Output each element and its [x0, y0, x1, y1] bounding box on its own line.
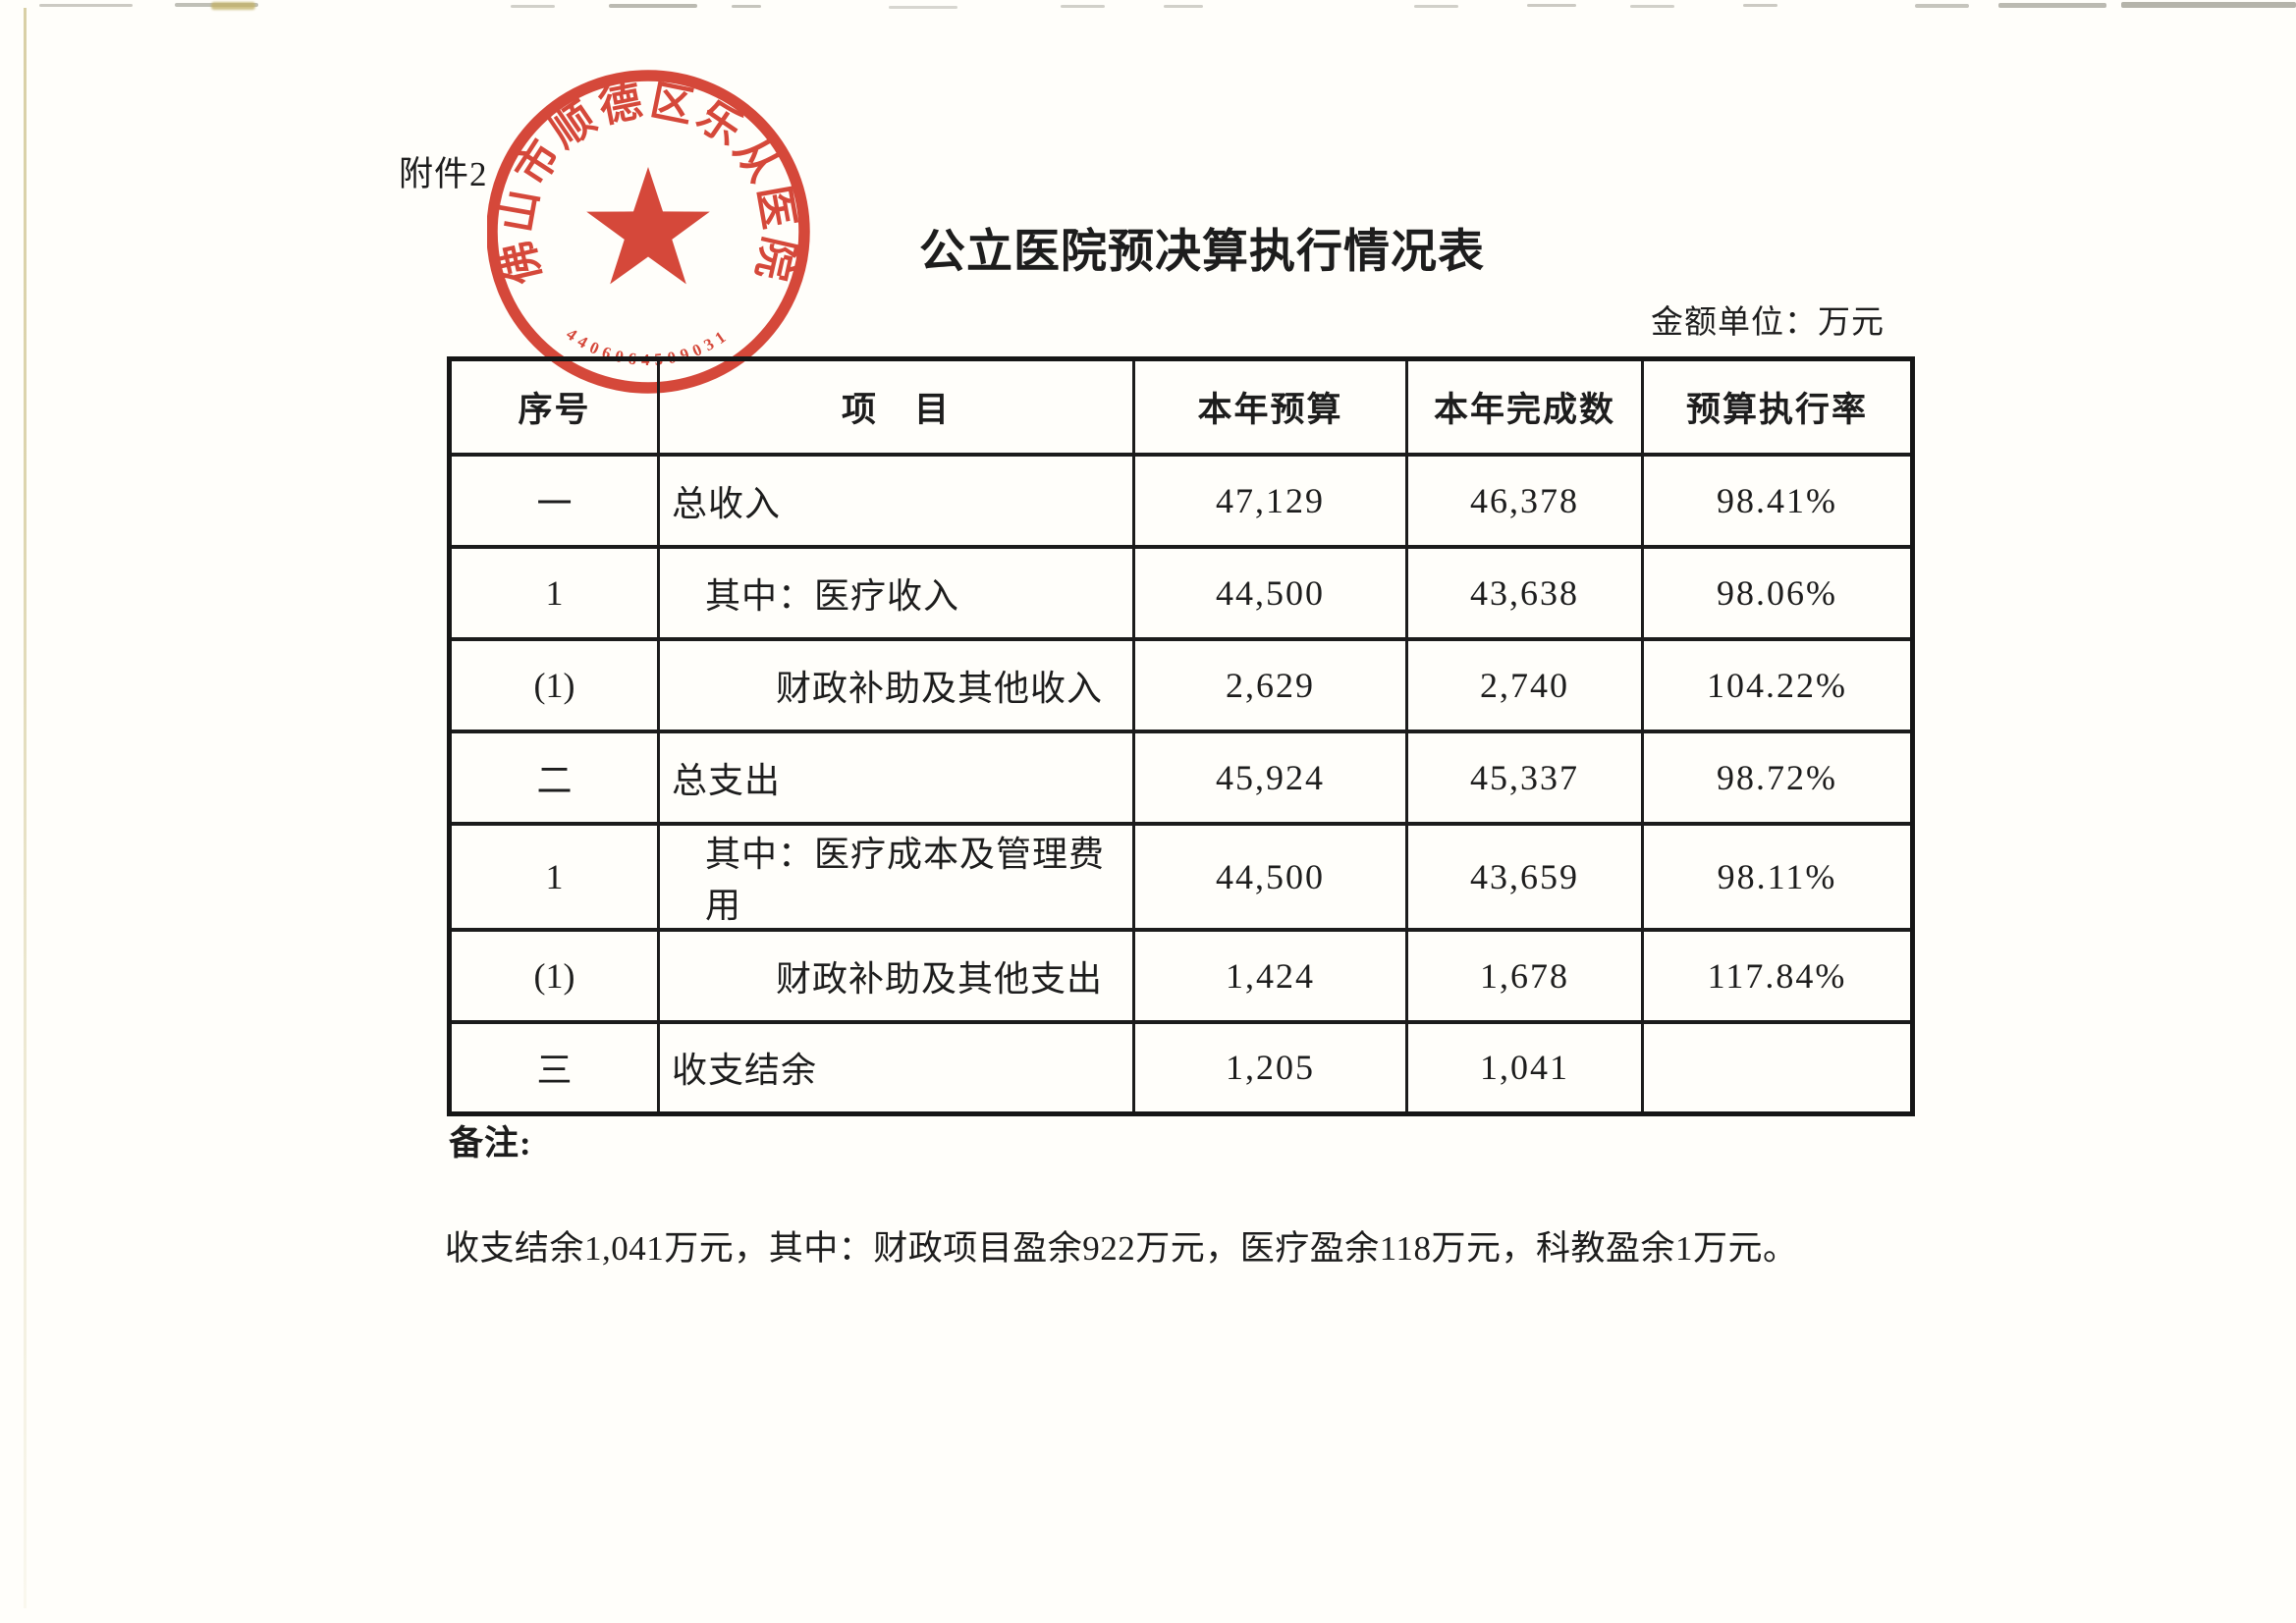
- cell-actual: 45,337: [1405, 729, 1644, 826]
- cell-item: 其中：医疗成本及管理费用: [657, 821, 1135, 932]
- unit-label: 金额单位：万元: [1651, 305, 1885, 341]
- cell-item: 财政补助及其他收入: [657, 636, 1135, 733]
- page-title: 公立医院预决算执行情况表: [919, 227, 1485, 278]
- table-row: 二总支出 45,924 45,337 98.72%: [448, 729, 1914, 826]
- scan-artifact: [889, 6, 957, 9]
- scan-artifact: [609, 4, 697, 8]
- scan-artifact: [211, 2, 255, 10]
- cell-budget: 45,924: [1132, 729, 1408, 826]
- cell-rate: 98.06%: [1641, 544, 1914, 641]
- table-row: (1) 财政补助及其他支出 1,424 1,678 117.84%: [448, 927, 1914, 1024]
- cell-item: 总收入: [657, 452, 1135, 549]
- remark-label: 备注:: [449, 1124, 532, 1163]
- remark-note: 收支结余1,041万元，其中：财政项目盈余922万元，医疗盈余118万元，科教盈…: [445, 1229, 1798, 1268]
- table-row: 1 其中：医疗成本及管理费用 44,500 43,659 98.11%: [448, 821, 1914, 932]
- scan-artifact: [39, 4, 133, 7]
- scan-artifact: [2121, 2, 2296, 8]
- cell-actual: 43,638: [1405, 544, 1644, 641]
- cell-rate: 98.41%: [1641, 452, 1914, 549]
- attachment-label: 附件2: [399, 155, 488, 193]
- cell-no: 1: [448, 544, 660, 641]
- column-header: 本年完成数: [1405, 356, 1644, 457]
- cell-actual: 1,678: [1405, 927, 1644, 1024]
- cell-item: 其中：医疗收入: [657, 544, 1135, 641]
- cell-item: 总支出: [657, 729, 1135, 826]
- scan-artifact: [1414, 5, 1458, 8]
- table-row: 一总收入 47,129 46,378 98.41%: [448, 452, 1914, 549]
- scan-artifact: [1164, 5, 1203, 8]
- cell-no: (1): [448, 927, 660, 1024]
- cell-rate: 117.84%: [1641, 927, 1914, 1024]
- cell-actual: 1,041: [1405, 1019, 1644, 1116]
- column-header: 本年预算: [1132, 356, 1408, 457]
- table-header-row: 序号项 目本年预算 本年完成数 预算执行率: [448, 356, 1914, 457]
- cell-item: 财政补助及其他支出: [657, 927, 1135, 1024]
- cell-budget: 2,629: [1132, 636, 1408, 733]
- scan-artifact: [1743, 4, 1777, 7]
- column-header: 预算执行率: [1641, 356, 1914, 457]
- column-header: 序号: [448, 356, 660, 457]
- scan-artifact: [1998, 3, 2106, 8]
- cell-item: 收支结余: [657, 1019, 1135, 1116]
- cell-rate: 98.11%: [1641, 821, 1914, 932]
- cell-actual: 46,378: [1405, 452, 1644, 549]
- cell-budget: 44,500: [1132, 821, 1408, 932]
- cell-rate: [1641, 1019, 1914, 1116]
- scan-artifact: [511, 5, 555, 8]
- cell-budget: 1,205: [1132, 1019, 1408, 1116]
- cell-no: 一: [448, 452, 660, 549]
- cell-no: (1): [448, 636, 660, 733]
- cell-no: 1: [448, 821, 660, 932]
- cell-actual: 43,659: [1405, 821, 1644, 932]
- scan-artifact: [1061, 5, 1105, 8]
- cell-no: 三: [448, 1019, 660, 1116]
- cell-budget: 44,500: [1132, 544, 1408, 641]
- scan-artifact: [24, 8, 27, 1608]
- table-row: (1) 财政补助及其他收入 2,629 2,740 104.22%: [448, 636, 1914, 733]
- column-header: 项 目: [657, 356, 1135, 457]
- cell-budget: 47,129: [1132, 452, 1408, 549]
- scan-artifact: [1527, 4, 1576, 7]
- table-row: 1 其中：医疗收入 44,500 43,638 98.06%: [448, 544, 1914, 641]
- scan-artifact: [1915, 4, 1969, 8]
- table-row: 三收支结余 1,205 1,041: [448, 1019, 1914, 1116]
- scan-artifact: [732, 5, 761, 8]
- cell-rate: 104.22%: [1641, 636, 1914, 733]
- cell-rate: 98.72%: [1641, 729, 1914, 826]
- cell-no: 二: [448, 729, 660, 826]
- cell-budget: 1,424: [1132, 927, 1408, 1024]
- cell-actual: 2,740: [1405, 636, 1644, 733]
- budget-table: 序号项 目本年预算 本年完成数 预算执行率 一总收入 47,129 46,378 98.4…: [447, 356, 1915, 1116]
- scan-artifact: [1630, 5, 1674, 8]
